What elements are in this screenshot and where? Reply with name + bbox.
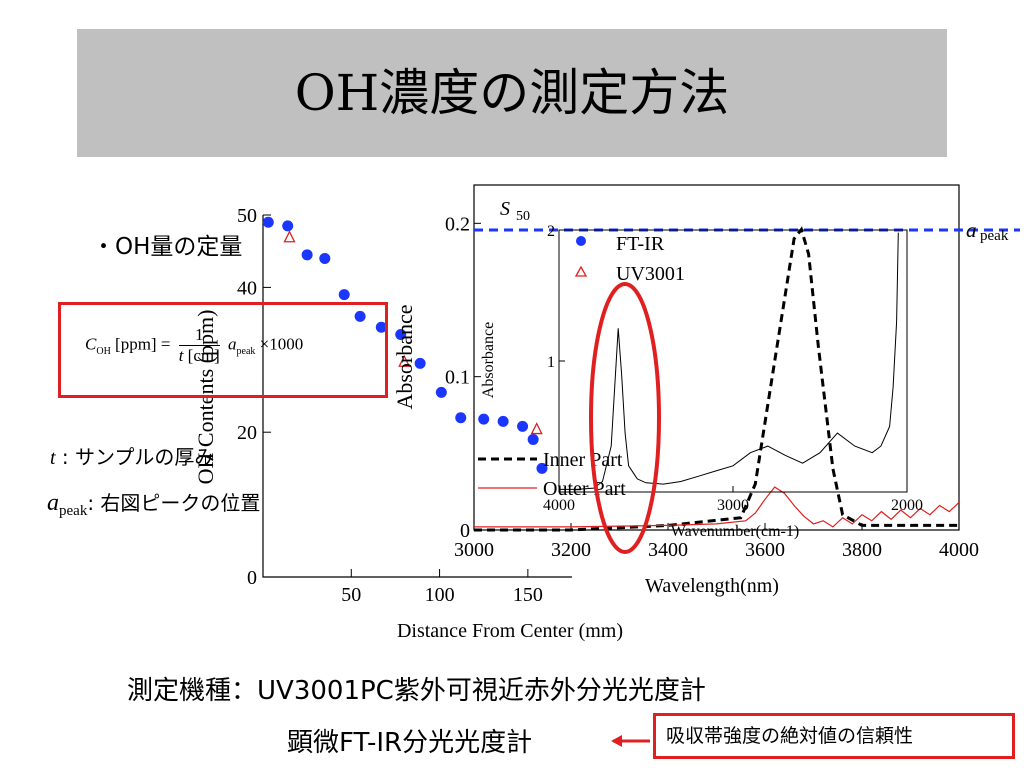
uv3001-data-point xyxy=(398,354,411,367)
wave-x-tick-label: 3600 xyxy=(745,539,785,561)
def-a-text: : 右図ピークの位置 xyxy=(87,491,261,515)
formula: COH [ppm] = 1 t [cm] apeak ×1000 xyxy=(85,325,303,366)
s50-symbol: S xyxy=(500,198,510,220)
ftir-data-point xyxy=(338,289,350,301)
inset-x-tick-label: 2000 xyxy=(891,497,923,514)
formula-c-symbol: C xyxy=(85,334,97,354)
ftir-data-point xyxy=(527,433,539,445)
formula-box xyxy=(58,302,388,398)
wave-x-tick-label: 4000 xyxy=(939,539,979,561)
ftir-data-point xyxy=(455,412,467,424)
formula-t-unit: [cm] xyxy=(187,346,220,365)
apeak-symbol: a xyxy=(966,218,977,242)
note-arrow-head xyxy=(611,735,622,747)
wave-y-label: Absorbance xyxy=(392,304,417,409)
ftir-data-point xyxy=(435,386,447,398)
legend-uv-marker xyxy=(574,265,588,277)
wave-y-tick-label: 0 xyxy=(460,520,470,542)
wave-chart-frame xyxy=(473,184,960,531)
main-y-ticks: 0 20 40 50 xyxy=(237,205,271,589)
inset-x-label: Wavenumber(cm-1) xyxy=(671,523,799,540)
ftir-data-point xyxy=(414,357,426,369)
main-y-tick-label: 50 xyxy=(237,205,257,227)
definition-thickness: t : サンプルの厚み xyxy=(50,441,214,470)
ftir-data-point xyxy=(517,420,529,432)
s50-subscript: 50 xyxy=(516,209,530,224)
legend-ftir-marker xyxy=(576,236,586,246)
reliability-note: 吸収帯強度の絶対値の信頼性 xyxy=(653,713,1015,759)
wave-y-ticks: 0 0.1 0.2 xyxy=(445,213,481,542)
ftir-data-point xyxy=(282,220,294,232)
instrument-line-2: 顕微FT-IR分光光度計 xyxy=(287,728,533,758)
formula-denominator: t [cm] xyxy=(179,346,220,366)
wave-x-tick-label: 3800 xyxy=(842,539,882,561)
formula-equals: = xyxy=(160,334,171,354)
formula-t-symbol: t xyxy=(178,346,184,365)
inset-x-tick-label: 4000 xyxy=(543,497,575,514)
inset-wavenumber-chart: 4000 3000 2000 1 2 Absorbance Wavenumber(cm-… xyxy=(480,223,923,540)
main-x-ticks: 50 100 150 xyxy=(341,569,543,606)
inset-spectrum-line xyxy=(559,232,899,490)
wave-series-lines xyxy=(474,226,960,532)
main-x-tick-label: 50 xyxy=(341,584,361,606)
main-y-tick-label: 20 xyxy=(237,422,257,444)
formula-numerator: 1 xyxy=(178,325,220,346)
formula-a-symbol: a xyxy=(228,334,237,354)
def-t-symbol: t xyxy=(50,447,56,469)
inset-y-tick-label: 2 xyxy=(547,223,555,240)
main-x-tick-label: 100 xyxy=(425,584,455,606)
def-a-symbol: a xyxy=(47,490,59,516)
main-data-points xyxy=(262,216,548,474)
ftir-data-point xyxy=(478,413,490,425)
ftir-data-point xyxy=(395,328,407,340)
slide-title: OH濃度の測定方法 xyxy=(294,64,730,122)
inset-ticks: 4000 3000 2000 1 2 xyxy=(543,223,923,514)
legend-ftir-label: FT-IR xyxy=(616,233,665,255)
instrument-line-1: 測定機種：UV3001PC紫外可視近赤外分光光度計 xyxy=(127,676,706,706)
formula-fraction: 1 t [cm] xyxy=(178,325,220,366)
definition-peak: apeak: 右図ピークの位置 xyxy=(47,487,260,520)
def-a-sub: peak xyxy=(59,503,88,519)
main-y-tick-label: 0 xyxy=(247,567,257,589)
main-x-label: Distance From Center (mm) xyxy=(397,620,623,642)
uv3001-data-point xyxy=(530,422,543,435)
apeak-subscript: peak xyxy=(980,228,1009,244)
def-t-text: : サンプルの厚み xyxy=(55,445,215,469)
formula-c-sub: OH xyxy=(96,345,111,357)
ftir-data-point xyxy=(536,462,548,474)
inner-part-line xyxy=(474,226,959,532)
inset-x-tick-label: 3000 xyxy=(717,497,749,514)
wave-x-ticks: 3000 3200 3400 3600 3800 4000 xyxy=(454,523,979,561)
ftir-data-point xyxy=(354,310,366,322)
main-y-tick-label: 40 xyxy=(237,277,257,299)
legend-uv-label: UV3001 xyxy=(616,263,685,285)
formula-ppm: [ppm] xyxy=(115,334,157,354)
wave-x-tick-label: 3000 xyxy=(454,539,494,561)
ftir-data-point xyxy=(262,216,274,228)
wave-x-tick-label: 3400 xyxy=(648,539,688,561)
title-bar: OH濃度の測定方法 xyxy=(77,29,947,157)
ftir-data-point xyxy=(497,415,509,427)
uv3001-data-point xyxy=(283,230,296,243)
formula-factor: ×1000 xyxy=(259,334,304,354)
inset-y-label: Absorbance xyxy=(480,322,497,398)
wave-y-tick-label: 0.1 xyxy=(445,367,470,389)
ftir-data-point xyxy=(375,321,387,333)
wave-y-tick-label: 0.2 xyxy=(445,213,470,235)
outer-part-line xyxy=(474,486,960,528)
wave-x-label: Wavelength(nm) xyxy=(645,575,779,597)
ftir-data-point xyxy=(301,249,313,261)
inset-spectrum-path xyxy=(559,232,899,490)
formula-a-sub: peak xyxy=(236,345,256,357)
inset-y-tick-label: 1 xyxy=(547,354,555,371)
bullet-oh-quantification: ・OH量の定量 xyxy=(92,234,243,260)
peak-highlight-ellipse xyxy=(589,282,661,554)
legend-inner-label: Inner Part xyxy=(543,449,623,471)
wave-x-tick-label: 3200 xyxy=(551,539,591,561)
ftir-data-point xyxy=(319,252,331,264)
main-x-tick-label: 150 xyxy=(513,584,543,606)
